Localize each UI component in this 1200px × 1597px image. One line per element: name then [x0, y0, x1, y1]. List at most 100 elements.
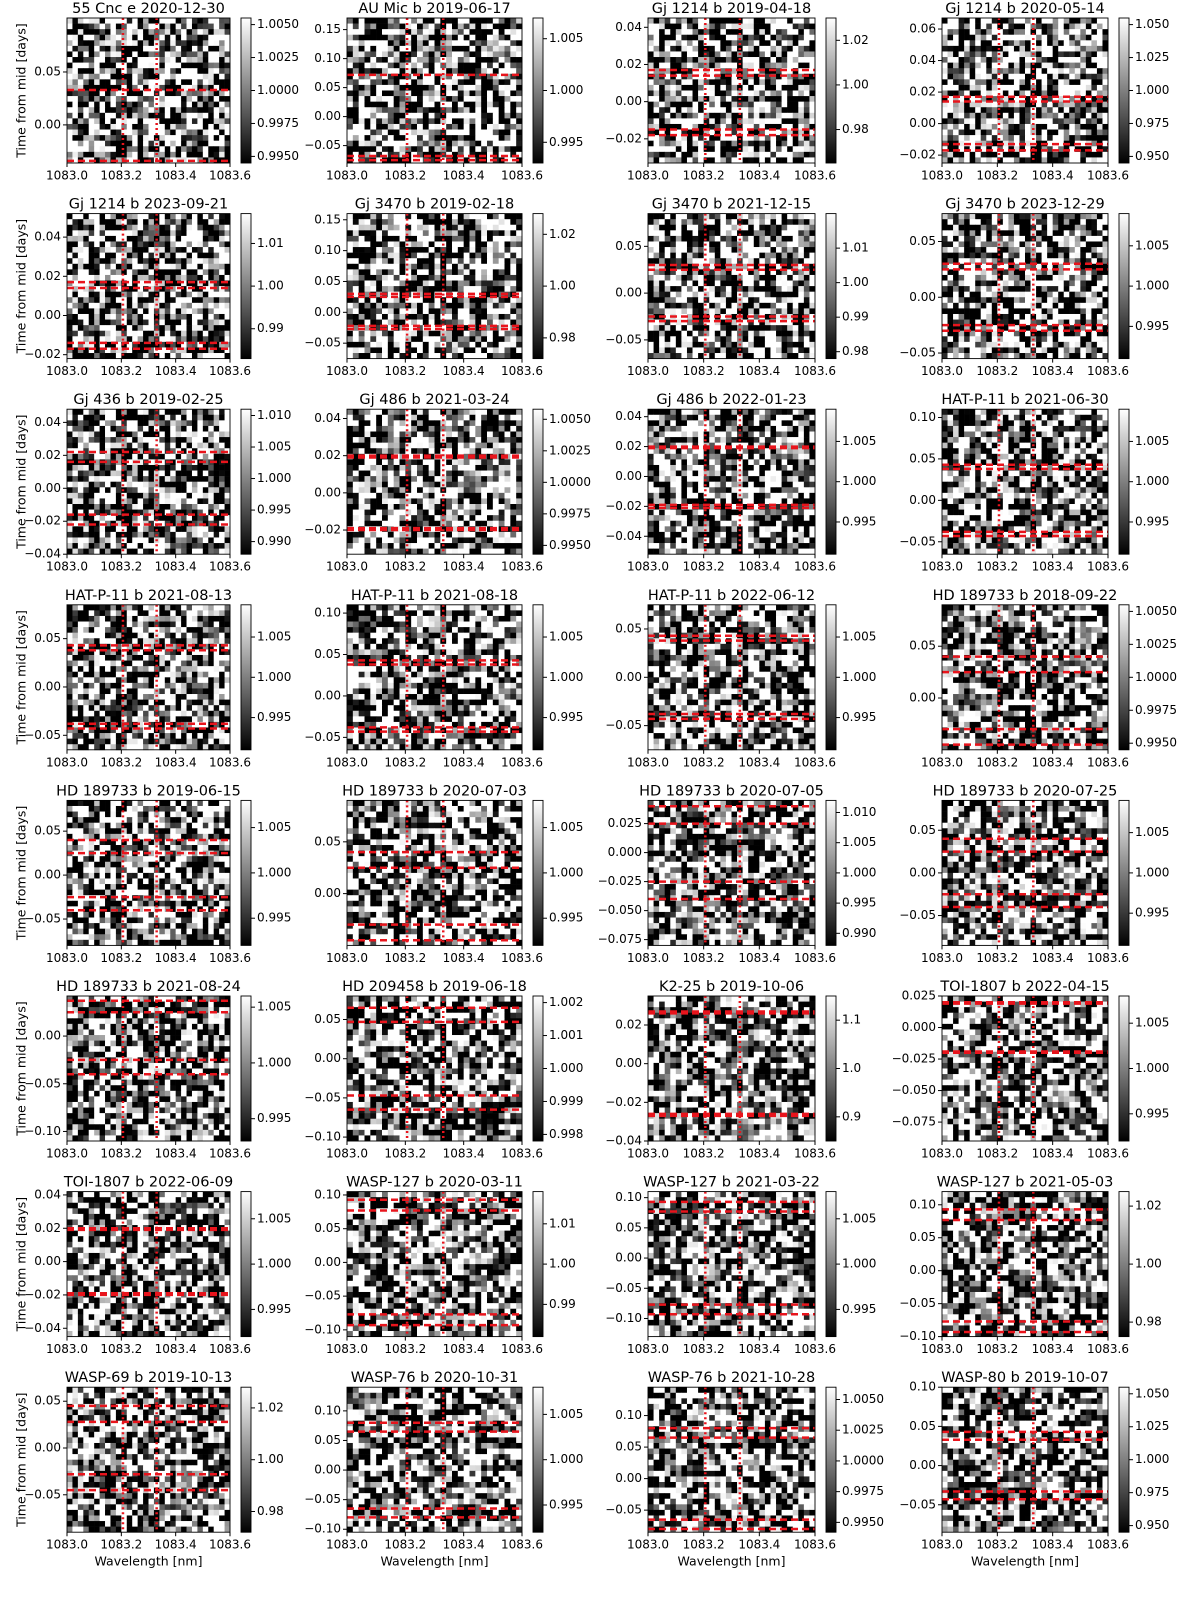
texture-cell — [176, 40, 182, 46]
texture-cell — [499, 118, 505, 124]
texture-cell — [765, 157, 771, 163]
texture-cell — [67, 353, 73, 359]
texture-cell — [1075, 118, 1081, 124]
texture-cell — [143, 253, 149, 259]
texture-cell — [446, 353, 452, 359]
texture-cell — [67, 247, 73, 253]
texture-cell — [376, 51, 382, 57]
texture-cell — [1058, 85, 1064, 91]
texture-cell — [986, 113, 992, 119]
texture-cell — [470, 347, 476, 353]
texture-cell — [782, 79, 788, 85]
texture-cell — [83, 269, 89, 275]
texture-cell — [754, 141, 760, 147]
texture-cell — [411, 241, 417, 247]
texture-cell — [208, 29, 214, 35]
texture-cell — [1064, 18, 1070, 24]
texture-cell — [493, 118, 499, 124]
texture-cell — [452, 241, 458, 247]
texture-cell — [78, 325, 84, 331]
texture-cell — [481, 320, 487, 326]
texture-cell — [1019, 130, 1025, 136]
texture-cell — [214, 68, 220, 74]
texture-cell — [732, 29, 738, 35]
texture-cell — [105, 303, 111, 309]
texture-cell — [197, 314, 203, 320]
texture-cell — [105, 40, 111, 46]
texture-cell — [709, 102, 715, 108]
texture-cell — [516, 342, 522, 348]
texture-cell — [429, 331, 435, 337]
texture-cell — [493, 230, 499, 236]
texture-cell — [665, 85, 671, 91]
texture-cell — [505, 29, 511, 35]
texture-cell — [359, 275, 365, 281]
texture-cell — [203, 230, 209, 236]
texture-cell — [487, 275, 493, 281]
texture-cell — [981, 135, 987, 141]
texture-cell — [181, 219, 187, 225]
texture-cell — [400, 314, 406, 320]
texture-cell — [676, 225, 682, 231]
texture-cell — [89, 141, 95, 147]
texture-cell — [1025, 113, 1031, 119]
texture-cell — [353, 353, 359, 359]
texture-cell — [203, 303, 209, 309]
texture-cell — [181, 275, 187, 281]
texture-cell — [458, 214, 464, 220]
texture-cell — [1036, 124, 1042, 130]
texture-cell — [187, 219, 193, 225]
texture-cell — [89, 124, 95, 130]
texture-cell — [776, 18, 782, 24]
texture-cell — [181, 57, 187, 63]
texture-cell — [78, 91, 84, 97]
texture-cell — [499, 241, 505, 247]
texture-cell — [505, 269, 511, 275]
texture-cell — [78, 353, 84, 359]
texture-cell — [203, 40, 209, 46]
texture-cell — [417, 107, 423, 113]
texture-cell — [197, 353, 203, 359]
texture-cell — [423, 96, 429, 102]
texture-cell — [170, 269, 176, 275]
texture-cell — [78, 258, 84, 264]
texture-cell — [458, 141, 464, 147]
texture-cell — [192, 24, 198, 30]
texture-cell — [458, 63, 464, 69]
texture-cell — [748, 51, 754, 57]
texture-cell — [770, 225, 776, 231]
texture-cell — [435, 68, 441, 74]
texture-cell — [765, 152, 771, 158]
texture-cell — [105, 236, 111, 242]
texture-cell — [798, 91, 804, 97]
texture-cell — [417, 79, 423, 85]
texture-cell — [165, 40, 171, 46]
texture-cell — [225, 146, 231, 152]
texture-cell — [986, 118, 992, 124]
texture-cell — [1014, 29, 1020, 35]
texture-cell — [1014, 91, 1020, 97]
texture-cell — [748, 157, 754, 163]
texture-cell — [100, 258, 106, 264]
texture-cell — [429, 146, 435, 152]
texture-cell — [176, 51, 182, 57]
texture-cell — [83, 353, 89, 359]
texture-cell — [804, 214, 810, 220]
texture-cell — [1008, 35, 1014, 41]
texture-cell — [959, 68, 965, 74]
texture-cell — [127, 325, 133, 331]
texture-cell — [411, 347, 417, 353]
texture-cell — [376, 35, 382, 41]
texture-cell — [787, 29, 793, 35]
texture-cell — [1086, 79, 1092, 85]
texture-cell — [464, 85, 470, 91]
texture-cell — [1102, 68, 1108, 74]
texture-cell — [347, 258, 353, 264]
texture-cell — [159, 130, 165, 136]
texture-cell — [1019, 24, 1025, 30]
texture-cell — [429, 113, 435, 119]
texture-cell — [423, 29, 429, 35]
texture-cell — [793, 57, 799, 63]
texture-cell — [359, 258, 365, 264]
texture-cell — [132, 46, 138, 52]
